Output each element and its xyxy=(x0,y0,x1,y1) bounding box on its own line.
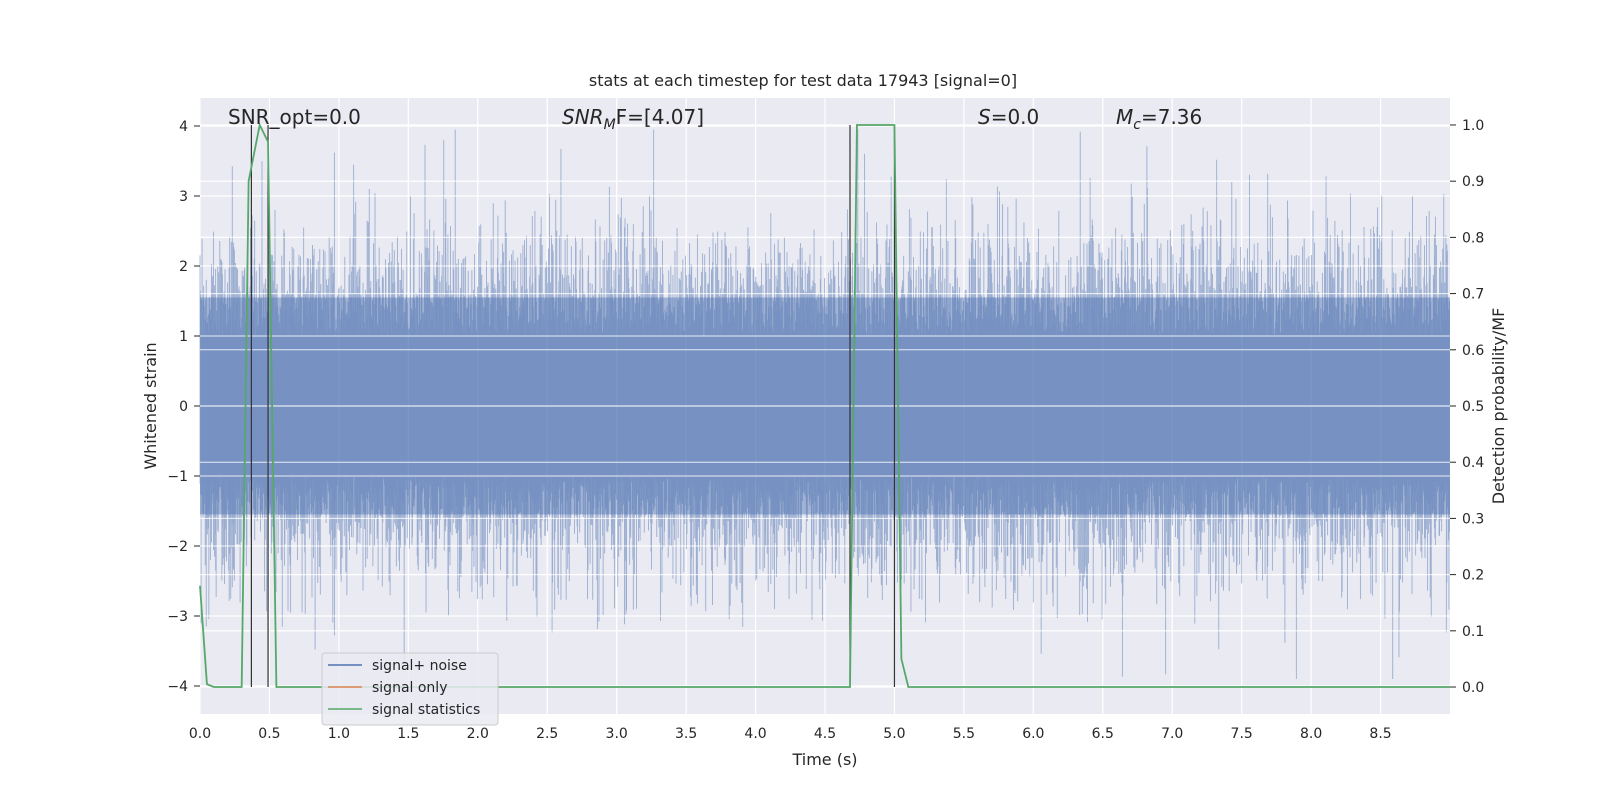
signal-statistics-line xyxy=(199,122,1450,688)
y-ticks-right: 0.0 0.1 0.2 0.3 0.4 0.5 0.6 0.7 0.8 0.9 1.0 xyxy=(1450,118,1484,696)
legend-label-signal-statistics: signal statistics xyxy=(372,702,480,718)
x-tick-label: 3.0 xyxy=(606,726,628,742)
annotation-s-value: =0.0 xyxy=(991,105,1040,129)
x-tick-label: 8.0 xyxy=(1300,726,1322,742)
x-tick-label: 2.0 xyxy=(467,726,489,742)
x-tick-label: 1.0 xyxy=(328,726,350,742)
y-tick-label: −3 xyxy=(167,609,188,625)
x-tick-label: 2.5 xyxy=(536,726,558,742)
y-tick-label: −4 xyxy=(167,679,188,695)
y-tick-label: 0 xyxy=(179,399,188,415)
y-right-tick-label: 0.0 xyxy=(1462,680,1484,696)
annotation-mc-label: M xyxy=(1116,105,1133,129)
vertical-markers xyxy=(250,124,896,688)
annotation-s-label: S xyxy=(978,105,991,129)
x-tick-label: 5.5 xyxy=(953,726,975,742)
y-ticks-left: −4 −3 −2 −1 0 1 2 3 4 xyxy=(167,119,200,695)
x-tick-label: 0.5 xyxy=(258,726,280,742)
series-signal-noise xyxy=(199,124,1450,688)
annotation-mc: Mc=7.36 xyxy=(1116,105,1202,133)
y-tick-label: −2 xyxy=(167,539,188,555)
y-tick-label: 1 xyxy=(179,329,188,345)
y-tick-label: 2 xyxy=(179,259,188,275)
y-right-tick-label: 1.0 xyxy=(1462,118,1484,134)
x-tick-label: 4.0 xyxy=(744,726,766,742)
annotation-snr-mf-suffix: F=[4.07] xyxy=(616,105,704,129)
y-axis-label-left: Whitened strain xyxy=(141,342,160,469)
x-axis-label: Time (s) xyxy=(791,750,857,769)
legend-box xyxy=(321,652,499,726)
y-right-tick-label: 0.1 xyxy=(1462,624,1484,640)
x-tick-label: 6.5 xyxy=(1092,726,1114,742)
annotation-snr-mf-sub: M xyxy=(604,117,616,133)
y-right-tick-label: 0.2 xyxy=(1462,568,1484,584)
legend-label-signal-noise: signal+ noise xyxy=(372,658,467,674)
x-tick-label: 5.0 xyxy=(883,726,905,742)
legend-label-signal-only: signal only xyxy=(372,680,447,696)
y-right-tick-label: 0.4 xyxy=(1462,455,1484,471)
x-tick-label: 4.5 xyxy=(814,726,836,742)
x-tick-label: 6.0 xyxy=(1022,726,1044,742)
legend: signal+ noise signal only signal statist… xyxy=(321,652,499,726)
y-right-tick-label: 0.5 xyxy=(1462,399,1484,415)
y-right-tick-label: 0.3 xyxy=(1462,511,1484,527)
annotation-snr-mf-prefix: SNR xyxy=(562,105,604,129)
annotation-snr-opt: SNR_opt=0.0 xyxy=(228,105,361,129)
x-tick-label: 0.0 xyxy=(189,726,211,742)
x-tick-label: 8.5 xyxy=(1369,726,1391,742)
y-axis-label-right: Detection probability/MF xyxy=(1489,308,1508,505)
annotation-snr-mf: SNRMF=[4.07] xyxy=(562,105,704,133)
y-tick-label: −1 xyxy=(167,469,188,485)
y-right-tick-label: 0.9 xyxy=(1462,174,1484,190)
y-right-tick-label: 0.6 xyxy=(1462,343,1484,359)
x-ticks: 0.0 0.5 1.0 1.5 2.0 2.5 3.0 3.5 4.0 4.5 5.0 5.5 6.0 6… xyxy=(189,726,1392,742)
series-signal-statistics xyxy=(199,122,1450,688)
x-tick-label: 7.5 xyxy=(1231,726,1253,742)
annotation-mc-value: =7.36 xyxy=(1141,105,1202,129)
x-tick-label: 1.5 xyxy=(397,726,419,742)
x-tick-label: 3.5 xyxy=(675,726,697,742)
y-right-tick-label: 0.8 xyxy=(1462,230,1484,246)
annotation-s: S=0.0 xyxy=(978,105,1039,129)
chart-title: stats at each timestep for test data 179… xyxy=(589,71,1017,90)
y-right-tick-label: 0.7 xyxy=(1462,287,1484,303)
annotation-mc-sub: c xyxy=(1133,117,1141,133)
y-tick-label: 3 xyxy=(179,189,188,205)
x-tick-label: 7.0 xyxy=(1161,726,1183,742)
y-tick-label: 4 xyxy=(179,119,188,135)
